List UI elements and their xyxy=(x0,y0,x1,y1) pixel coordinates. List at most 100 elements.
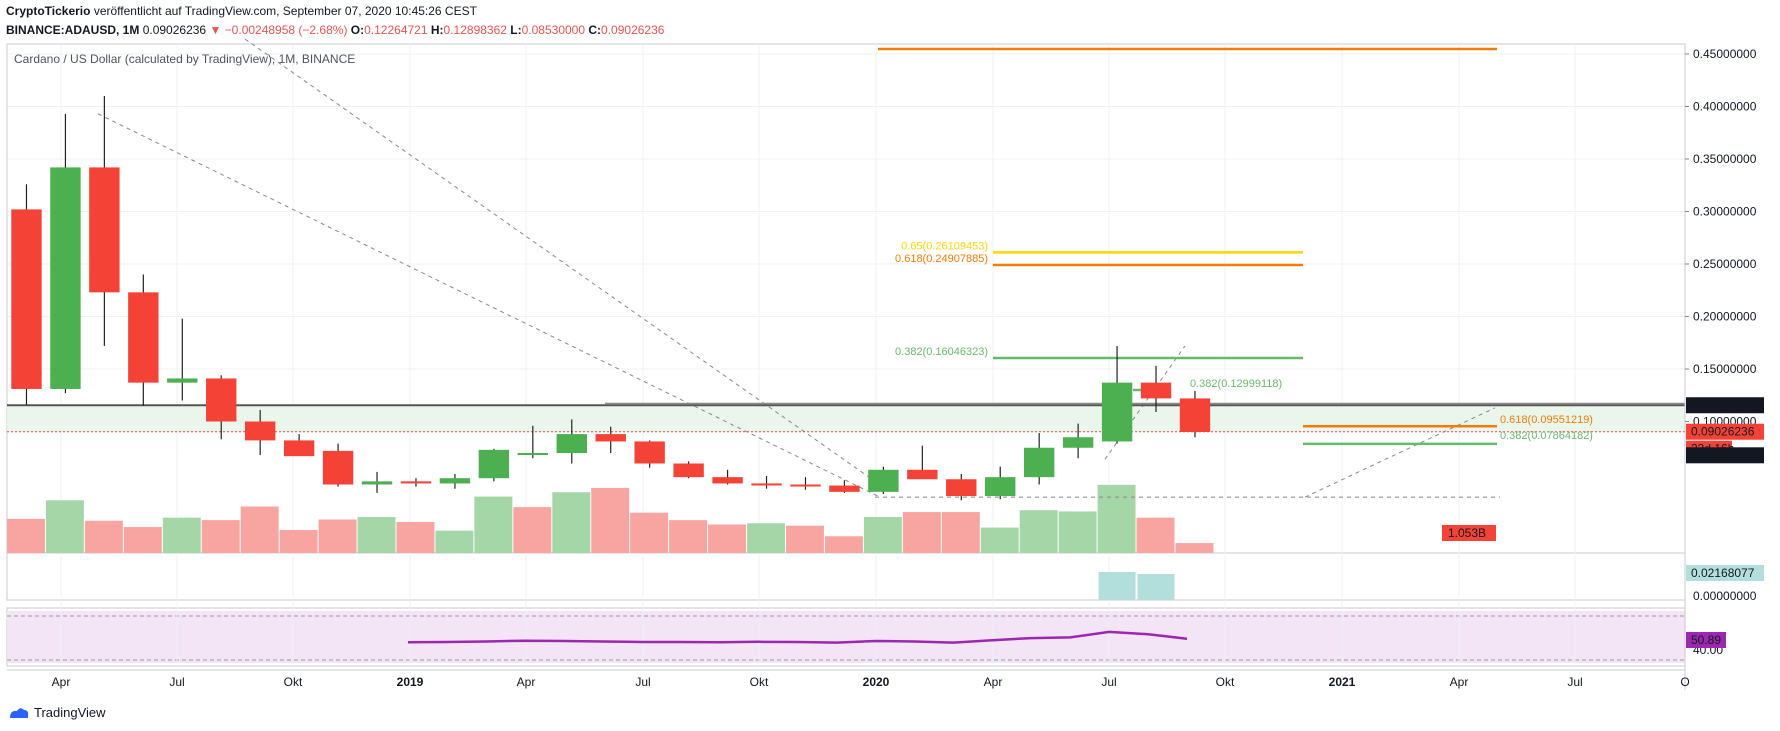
candle-up xyxy=(167,378,198,383)
chart-title: Cardano / US Dollar (calculated by Tradi… xyxy=(14,52,356,66)
candle-up xyxy=(361,481,393,485)
candle-up xyxy=(1023,447,1055,478)
x-tick-label: Jul xyxy=(635,675,650,689)
last-price-label: 0.09026236 xyxy=(1691,425,1755,439)
candle-down xyxy=(244,421,276,441)
x-tick-label: Jul xyxy=(1567,675,1582,689)
x-tick-label: 2021 xyxy=(1329,675,1356,689)
rsi-value-label: 50.89 xyxy=(1691,633,1721,647)
volume-bar xyxy=(45,500,84,553)
volume-bar xyxy=(980,527,1019,553)
trendline-dashed xyxy=(97,113,881,498)
last-price-label-box xyxy=(1686,423,1764,440)
candle-down xyxy=(634,441,665,464)
volume-bar xyxy=(669,520,708,553)
candle-down xyxy=(712,477,743,484)
down-arrow-icon: ▼ xyxy=(209,23,222,37)
volume-bar xyxy=(1058,511,1097,553)
publish-line: CryptoTickerio veröffentlicht auf Tradin… xyxy=(6,2,664,21)
footer: TradingView xyxy=(8,705,106,720)
trendline-dashed xyxy=(244,38,876,482)
fib-level-label: 0.618(0.09551219) xyxy=(1500,414,1593,426)
tradingview-logo-icon xyxy=(10,707,29,718)
x-tick-label: Okt xyxy=(1216,675,1235,689)
volume-bar xyxy=(1136,517,1175,553)
volume-bar xyxy=(902,512,941,553)
candle-down xyxy=(322,450,354,485)
symbol-label: BINANCE:ADAUSD, 1M xyxy=(6,23,140,37)
volume-bar xyxy=(201,520,240,553)
candle-down xyxy=(11,209,42,389)
x-tick-label: Jul xyxy=(169,675,184,689)
candle-up xyxy=(868,469,899,492)
volume-bar xyxy=(7,518,45,553)
volume-bar xyxy=(513,507,552,553)
volume-bar xyxy=(474,496,513,553)
macd-pane xyxy=(6,552,1686,601)
macd-histogram-bar xyxy=(1098,572,1136,600)
x-tick-label: Jul xyxy=(1101,675,1116,689)
macd-value-label: 0.02168077 xyxy=(1691,566,1755,580)
volume-bar xyxy=(279,530,318,553)
candle-down xyxy=(790,484,821,487)
chart-header: CryptoTickerio veröffentlicht auf Tradin… xyxy=(6,2,664,42)
rsi-line xyxy=(407,630,1188,644)
x-tick-label: Apr xyxy=(517,675,536,689)
x-tick-label: Apr xyxy=(52,675,71,689)
volume-bar xyxy=(630,512,669,553)
volume-label-box xyxy=(1442,525,1496,541)
close-value: 0.09026236 xyxy=(601,23,665,37)
open-value: 0.12264721 xyxy=(364,23,428,37)
price-change: −0.00248958 (−2.68%) xyxy=(224,23,348,37)
candle-up xyxy=(517,453,549,455)
support-price-label-box xyxy=(1686,447,1764,464)
open-label: O: xyxy=(350,23,365,37)
volume-bar xyxy=(123,526,162,553)
volume-bar xyxy=(357,517,396,553)
publisher-name: CryptoTickerio xyxy=(6,4,91,18)
fib-level-label: 0.65(0.26109453) xyxy=(901,240,988,252)
rsi-value-label-box xyxy=(1686,632,1726,648)
high-label: H: xyxy=(430,23,444,37)
candle-down xyxy=(907,469,938,480)
candle-up xyxy=(1062,437,1094,448)
support-price-label: 0.09019049 xyxy=(1691,448,1755,462)
candle-down xyxy=(751,483,782,486)
x-tick-label: 2019 xyxy=(397,675,424,689)
volume-bar xyxy=(941,512,980,553)
candle-down xyxy=(128,292,159,383)
candle-up xyxy=(50,167,81,389)
macd-zero-label: 0.00000000 xyxy=(1693,589,1757,603)
x-tick-label: Okt xyxy=(750,675,769,689)
fib-level-label: 0.382(0.07864182) xyxy=(1500,430,1593,442)
ohlc-line: BINANCE:ADAUSD, 1M 0.09026236 ▼ −0.00248… xyxy=(6,21,664,40)
published-text: veröffentlicht auf TradingView.com, Sept… xyxy=(93,4,477,18)
trendline-dashed xyxy=(1304,407,1496,498)
volume-bar xyxy=(396,522,435,553)
candle-up xyxy=(556,434,587,453)
volume-bar xyxy=(786,525,824,553)
volume-bar xyxy=(1175,543,1214,553)
candle-up xyxy=(1101,382,1133,442)
y-tick-label: 0.35000000 xyxy=(1693,152,1757,166)
candle-down xyxy=(1179,398,1211,432)
fib-level-label: 0.618(0.24907885) xyxy=(895,253,988,265)
footer-brand[interactable]: TradingView xyxy=(34,705,106,720)
x-tick-label: O xyxy=(1680,675,1689,689)
candle-up xyxy=(439,478,471,484)
volume-bar xyxy=(84,520,123,553)
resistance-price-label-box xyxy=(1686,397,1764,414)
low-value: 0.08530000 xyxy=(521,23,586,37)
close-label: C: xyxy=(588,23,602,37)
candle-down xyxy=(283,440,315,457)
y-tick-label: 0.40000000 xyxy=(1693,100,1757,114)
candle-down xyxy=(206,378,237,422)
volume-bar xyxy=(747,523,785,553)
trendline-dashed xyxy=(1104,345,1186,460)
candle-down xyxy=(89,167,120,293)
volume-bar xyxy=(552,492,591,553)
x-tick-label: Apr xyxy=(1450,675,1469,689)
macd-histogram-bar xyxy=(1137,574,1175,600)
candle-down xyxy=(1140,382,1172,399)
